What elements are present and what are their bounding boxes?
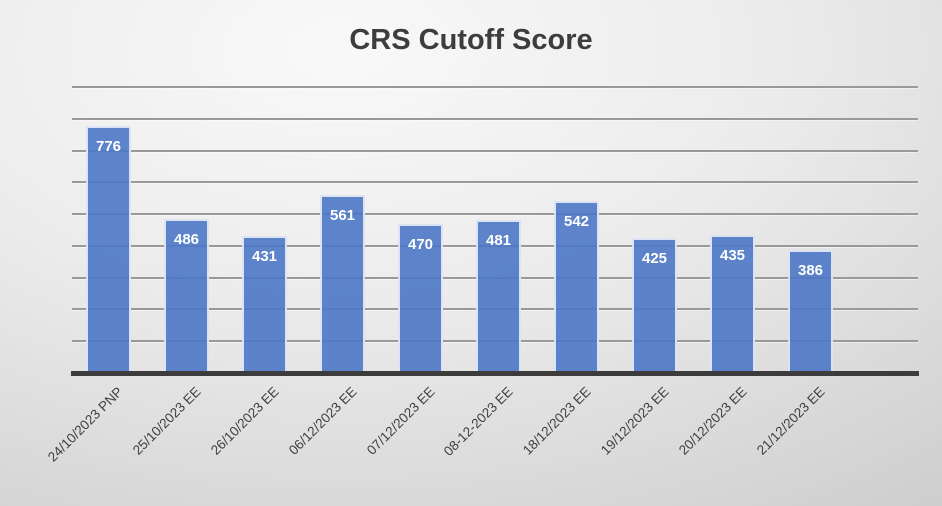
bar-value-label: 542 bbox=[563, 212, 590, 230]
bar: 486 bbox=[164, 218, 209, 373]
gridline bbox=[72, 149, 918, 152]
bar: 435 bbox=[710, 234, 755, 373]
bar: 776 bbox=[86, 126, 131, 373]
gridline bbox=[72, 213, 918, 216]
bar: 561 bbox=[320, 194, 365, 373]
bar-value-label: 561 bbox=[329, 206, 356, 224]
bar-value-label: 435 bbox=[719, 246, 746, 264]
bar-value-label: 470 bbox=[407, 235, 434, 253]
gridline bbox=[72, 181, 918, 184]
bar: 425 bbox=[632, 237, 677, 373]
bar: 386 bbox=[788, 250, 833, 373]
bar: 431 bbox=[242, 236, 287, 373]
bar-value-label: 425 bbox=[641, 249, 668, 267]
gridline bbox=[72, 86, 918, 88]
chart-title: CRS Cutoff Score bbox=[349, 24, 593, 56]
gridline bbox=[72, 117, 918, 120]
bar: 481 bbox=[476, 220, 521, 373]
bar-value-label: 386 bbox=[797, 262, 824, 280]
bar-value-label: 481 bbox=[485, 232, 512, 250]
x-axis-line bbox=[71, 371, 919, 376]
bar-value-label: 486 bbox=[173, 230, 200, 248]
bar: 470 bbox=[398, 223, 443, 373]
bar: 542 bbox=[554, 200, 599, 373]
bar-value-label: 431 bbox=[251, 248, 278, 266]
bar-value-label: 776 bbox=[95, 138, 122, 156]
